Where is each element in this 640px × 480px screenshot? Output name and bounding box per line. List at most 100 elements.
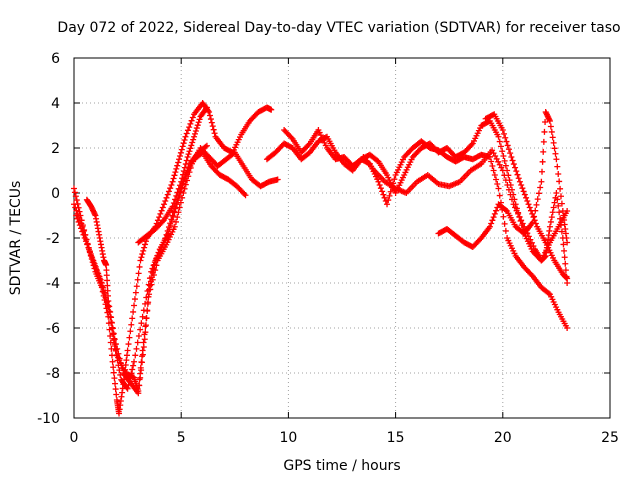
data-point (496, 192, 503, 199)
data-point (550, 139, 557, 146)
data-point (288, 134, 295, 141)
data-point (188, 142, 195, 149)
data-point (178, 178, 185, 185)
data-point (96, 273, 103, 280)
data-point (489, 217, 496, 224)
data-point (556, 178, 563, 185)
data-point (561, 247, 568, 254)
data-point (111, 375, 118, 382)
data-point (144, 300, 151, 307)
data-point (494, 181, 501, 187)
data-point (131, 302, 138, 309)
data-point (490, 167, 497, 174)
x-tick-label: 5 (177, 430, 186, 446)
y-tick-label: -8 (46, 366, 60, 382)
data-point (549, 134, 556, 141)
data-point (139, 351, 146, 358)
data-point (174, 162, 181, 169)
data-point (142, 322, 149, 329)
data-point (518, 181, 525, 188)
data-point (186, 124, 193, 131)
data-point (95, 270, 102, 277)
data-point (535, 190, 542, 197)
data-point (507, 191, 514, 198)
data-point (138, 367, 145, 374)
data-point (525, 201, 532, 208)
x-tick-label: 10 (279, 430, 297, 446)
data-point (161, 239, 168, 246)
data-point (499, 148, 506, 155)
data-point (375, 178, 382, 185)
data-point (158, 207, 165, 214)
data-point (169, 178, 176, 185)
data-point (526, 204, 533, 211)
data-point (182, 133, 189, 140)
data-point (533, 201, 540, 208)
data-point (513, 168, 520, 175)
data-point (194, 122, 201, 129)
data-point (71, 185, 77, 192)
series-arc1 (71, 100, 275, 417)
data-point (163, 231, 170, 238)
data-point (520, 188, 527, 195)
y-tick-labels: -10 -8 -6 -4 -2 0 2 4 6 (37, 51, 60, 427)
data-point (168, 216, 175, 223)
data-point (172, 169, 179, 176)
data-point (505, 186, 512, 193)
data-point (495, 185, 502, 192)
data-point (530, 214, 537, 221)
data-point (387, 188, 394, 195)
data-point (508, 154, 515, 160)
data-point (513, 207, 520, 214)
data-point (488, 158, 495, 165)
data-point (187, 145, 194, 152)
data-point (112, 341, 119, 348)
data-point (79, 228, 86, 235)
data-point (89, 254, 96, 261)
data-point (184, 127, 191, 134)
data-point (109, 358, 116, 365)
data-point (501, 220, 508, 227)
data-point (181, 136, 188, 143)
data-point (504, 181, 511, 188)
data-point (510, 201, 517, 208)
data-point (124, 347, 131, 354)
data-point (129, 366, 136, 373)
y-tick-label: -4 (46, 276, 60, 292)
data-point (491, 210, 498, 217)
data-point (101, 289, 108, 296)
x-tick-label: 20 (494, 430, 512, 446)
data-point (138, 359, 145, 366)
data-point (135, 333, 142, 340)
data-point (146, 286, 153, 293)
y-tick-label: 6 (51, 51, 60, 67)
data-point (104, 277, 111, 284)
data-point (113, 391, 120, 398)
data-point (163, 194, 170, 201)
data-point (547, 218, 554, 225)
data-point (114, 345, 121, 352)
data-point (104, 292, 111, 299)
data-point (126, 334, 133, 341)
data-point (130, 362, 137, 369)
data-point (242, 192, 249, 199)
data-point (541, 128, 548, 135)
data-point (509, 157, 516, 164)
data-point (191, 133, 198, 140)
data-point (93, 267, 100, 274)
data-point (508, 196, 515, 203)
data-point (110, 369, 117, 376)
data-point (97, 276, 104, 283)
data-point (178, 146, 185, 153)
data-point (103, 267, 110, 274)
data-point (540, 138, 547, 145)
data-point (195, 119, 202, 126)
data-point (542, 118, 549, 125)
y-tick-label: 0 (51, 186, 60, 202)
data-point (170, 175, 177, 182)
data-point (202, 143, 209, 150)
data-point (501, 130, 508, 137)
data-point (185, 151, 192, 158)
data-point (162, 235, 169, 242)
